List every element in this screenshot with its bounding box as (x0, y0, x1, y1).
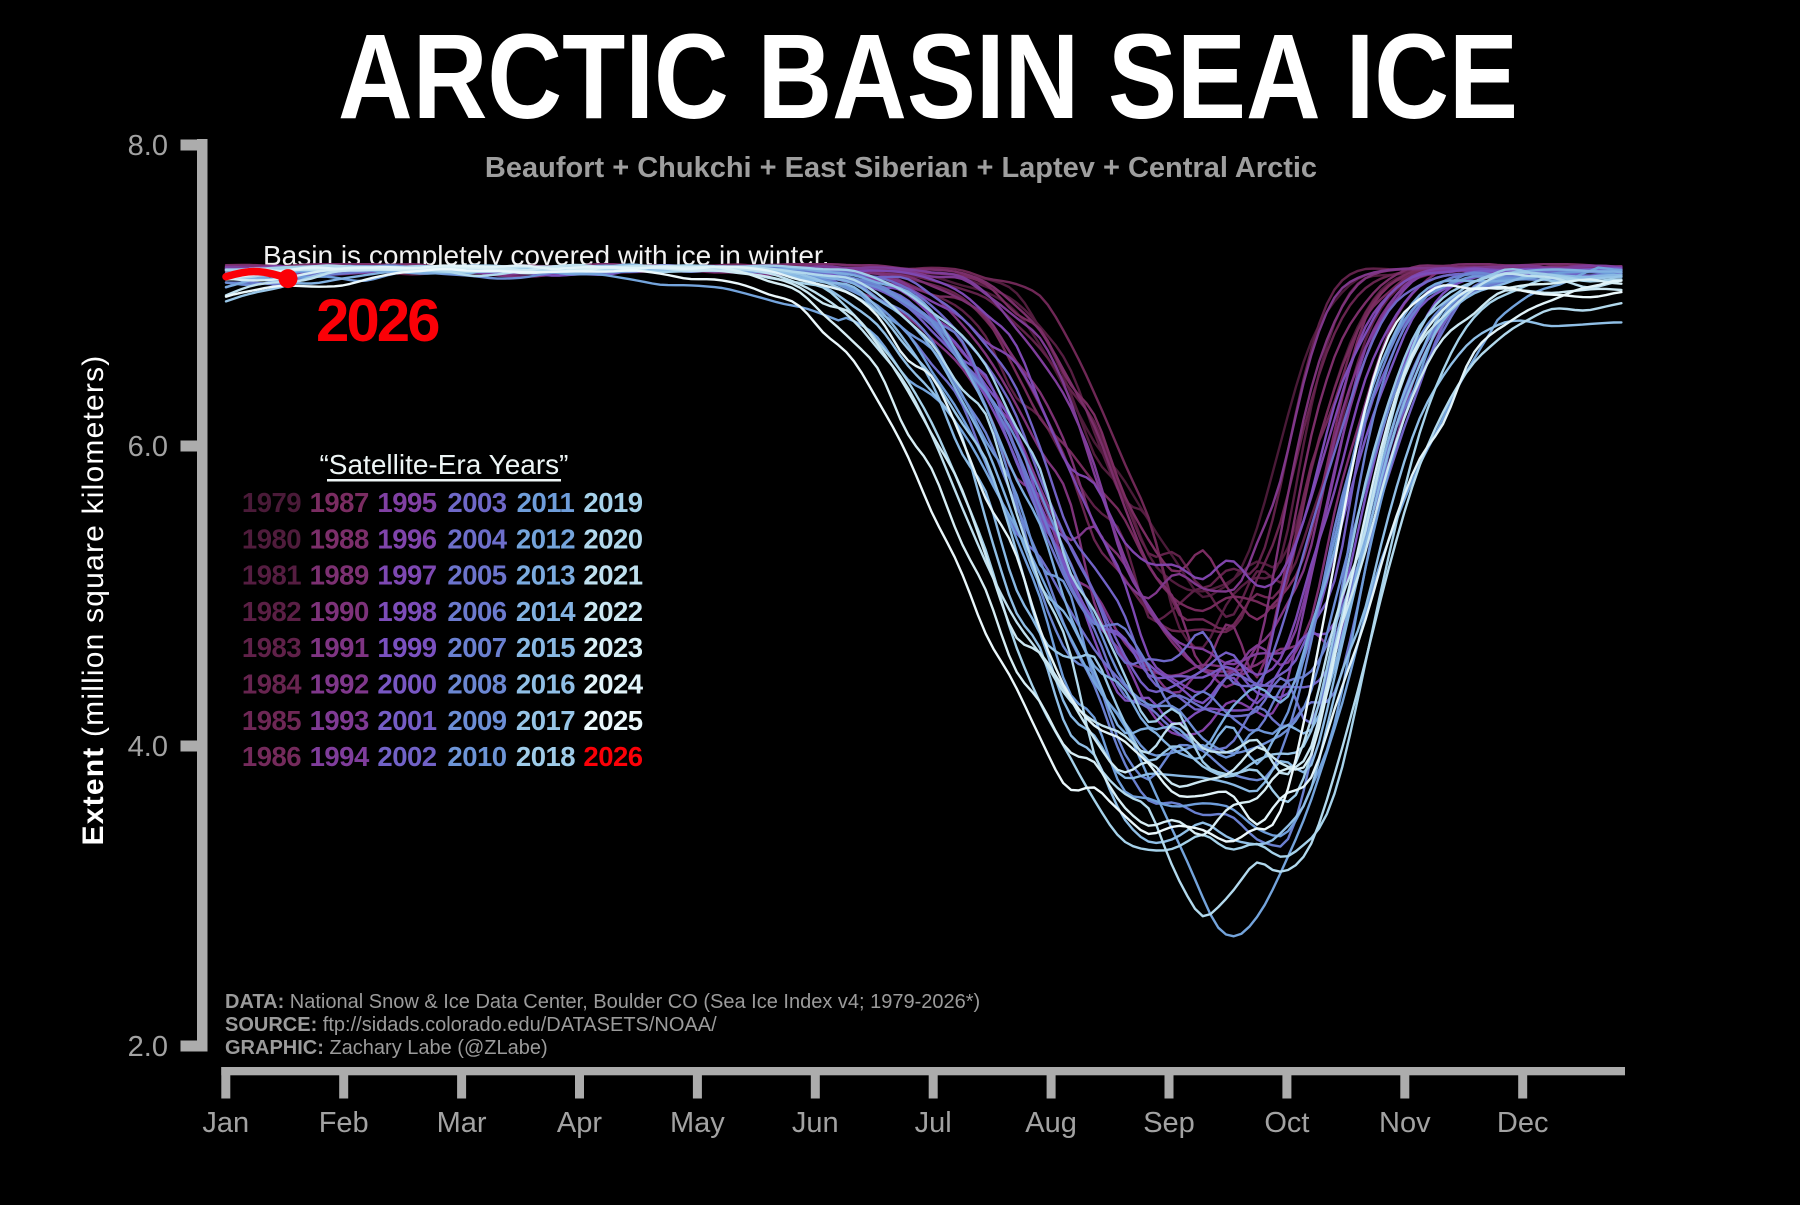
svg-text:2001: 2001 (377, 705, 436, 736)
svg-text:2026: 2026 (316, 287, 439, 354)
svg-text:4.0: 4.0 (128, 731, 168, 763)
svg-text:1997: 1997 (377, 560, 436, 591)
svg-text:2012: 2012 (516, 523, 575, 554)
svg-text:DATA: National Snow & Ice Data: DATA: National Snow & Ice Data Center, B… (225, 991, 980, 1013)
svg-text:1991: 1991 (310, 632, 369, 663)
svg-text:2005: 2005 (447, 560, 506, 591)
svg-text:2020: 2020 (583, 523, 642, 554)
svg-text:2004: 2004 (447, 523, 507, 554)
svg-text:1980: 1980 (242, 523, 301, 554)
svg-text:8.0: 8.0 (128, 130, 168, 162)
svg-text:2000: 2000 (377, 669, 436, 700)
svg-text:1993: 1993 (310, 705, 369, 736)
svg-text:“Satellite-Era Years”: “Satellite-Era Years” (319, 449, 568, 480)
svg-text:2026: 2026 (583, 741, 642, 772)
svg-text:Dec: Dec (1497, 1107, 1549, 1139)
svg-text:Aug: Aug (1025, 1107, 1077, 1139)
svg-text:Extent (million square kilomet: Extent (million square kilometers) (77, 355, 110, 846)
svg-text:1996: 1996 (377, 523, 436, 554)
svg-text:2003: 2003 (447, 487, 506, 518)
svg-text:GRAPHIC: Zachary Labe (@ZLabe): GRAPHIC: Zachary Labe (@ZLabe) (225, 1037, 548, 1059)
svg-text:2017: 2017 (516, 705, 575, 736)
svg-text:May: May (670, 1107, 725, 1139)
svg-text:1995: 1995 (377, 487, 436, 518)
svg-text:2014: 2014 (516, 596, 576, 627)
svg-text:2010: 2010 (447, 741, 506, 772)
svg-text:6.0: 6.0 (128, 431, 168, 463)
svg-text:1979: 1979 (242, 487, 301, 518)
svg-text:Jun: Jun (792, 1107, 839, 1139)
svg-text:2013: 2013 (516, 560, 575, 591)
svg-text:1985: 1985 (242, 705, 301, 736)
svg-text:2021: 2021 (583, 560, 642, 591)
svg-text:Feb: Feb (319, 1107, 369, 1139)
svg-text:2.0: 2.0 (128, 1031, 168, 1063)
svg-text:1983: 1983 (242, 632, 301, 663)
svg-text:2007: 2007 (447, 632, 506, 663)
svg-text:2011: 2011 (517, 487, 575, 518)
svg-text:2016: 2016 (516, 669, 575, 700)
svg-text:2006: 2006 (447, 596, 506, 627)
svg-text:1989: 1989 (310, 560, 369, 591)
svg-text:1981: 1981 (242, 560, 301, 591)
svg-text:2015: 2015 (516, 632, 575, 663)
svg-text:1987: 1987 (310, 487, 369, 518)
svg-text:Nov: Nov (1379, 1107, 1431, 1139)
svg-text:1990: 1990 (310, 596, 369, 627)
svg-text:ARCTIC BASIN SEA ICE: ARCTIC BASIN SEA ICE (338, 8, 1518, 144)
svg-text:Jul: Jul (915, 1107, 952, 1139)
svg-text:2018: 2018 (516, 741, 575, 772)
svg-text:2002: 2002 (377, 741, 436, 772)
svg-text:2019: 2019 (583, 487, 642, 518)
svg-text:1988: 1988 (310, 523, 369, 554)
svg-text:1999: 1999 (377, 632, 436, 663)
svg-text:1998: 1998 (377, 596, 436, 627)
svg-text:1992: 1992 (310, 669, 369, 700)
svg-text:Sep: Sep (1143, 1107, 1195, 1139)
svg-text:1984: 1984 (242, 669, 302, 700)
svg-text:2023: 2023 (583, 632, 642, 663)
svg-text:SOURCE: ftp://sidads.colorado.: SOURCE: ftp://sidads.colorado.edu/DATASE… (225, 1014, 717, 1036)
svg-text:Beaufort + Chukchi + East Sibe: Beaufort + Chukchi + East Siberian + Lap… (485, 152, 1317, 184)
svg-text:2022: 2022 (583, 596, 642, 627)
svg-text:2025: 2025 (583, 705, 642, 736)
svg-text:1994: 1994 (310, 741, 370, 772)
svg-text:2024: 2024 (583, 669, 643, 700)
svg-text:2008: 2008 (447, 669, 506, 700)
svg-text:Jan: Jan (202, 1107, 249, 1139)
svg-text:Mar: Mar (437, 1107, 487, 1139)
svg-text:1986: 1986 (242, 741, 301, 772)
svg-text:Oct: Oct (1264, 1107, 1309, 1139)
svg-text:1982: 1982 (242, 596, 301, 627)
svg-text:Apr: Apr (557, 1107, 602, 1139)
svg-text:2009: 2009 (447, 705, 506, 736)
